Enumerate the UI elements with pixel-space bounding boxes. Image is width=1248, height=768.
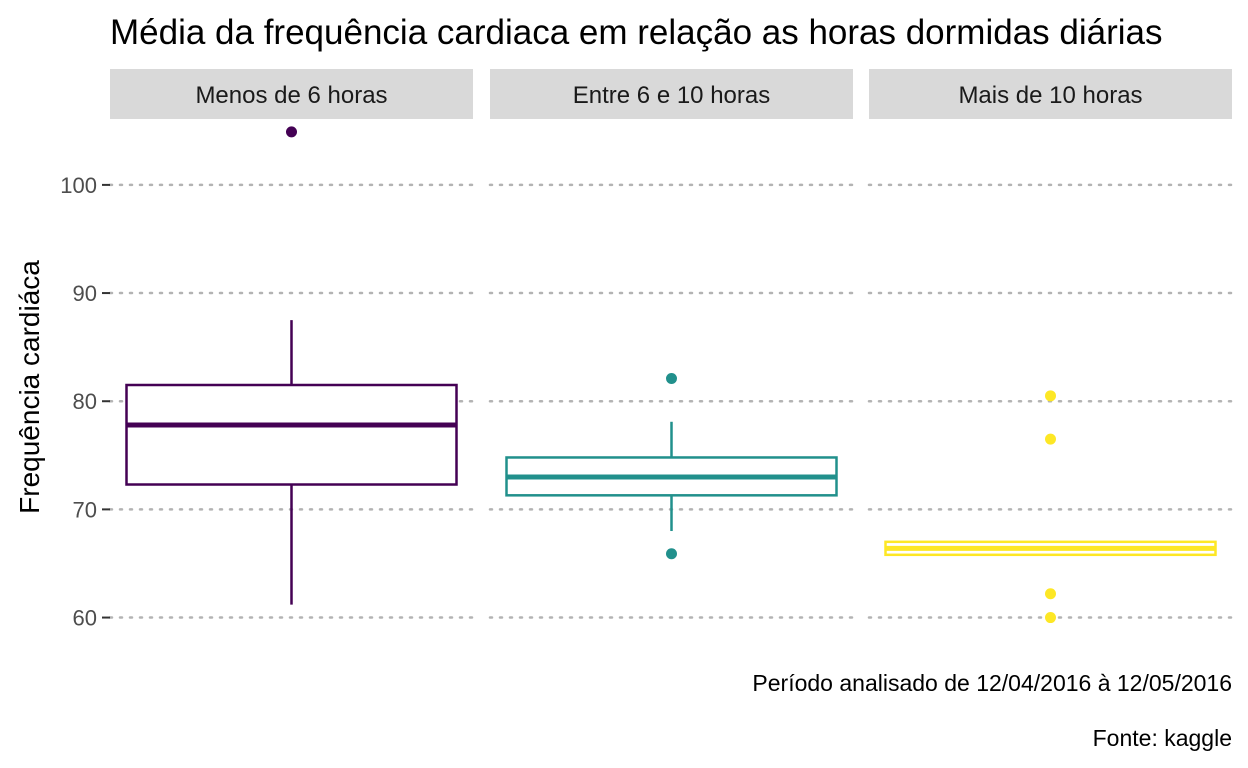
y-tick-label: 70 bbox=[73, 497, 97, 522]
chart-title: Média da frequência cardiaca em relação … bbox=[110, 13, 1163, 52]
facet-panel: Mais de 10 horas bbox=[869, 69, 1232, 623]
box bbox=[127, 385, 457, 485]
facet-strip-label: Entre 6 e 10 horas bbox=[573, 82, 770, 109]
y-tick-label: 100 bbox=[60, 173, 97, 198]
outlier-point bbox=[1045, 612, 1056, 623]
facet-strip-label: Menos de 6 horas bbox=[195, 82, 387, 109]
outlier-point bbox=[286, 126, 297, 137]
y-tick-label: 80 bbox=[73, 389, 97, 414]
caption-source: Fonte: kaggle bbox=[1093, 725, 1232, 751]
outlier-point bbox=[1045, 434, 1056, 445]
facet-panels: Menos de 6 horas Entre 6 e 10 horas Mais d… bbox=[110, 69, 1232, 623]
caption-period: Período analisado de 12/04/2016 à 12/05/… bbox=[752, 670, 1232, 696]
facet-strip-label: Mais de 10 horas bbox=[958, 82, 1142, 109]
outlier-point bbox=[666, 548, 677, 559]
outlier-point bbox=[1045, 390, 1056, 401]
outlier-point bbox=[666, 373, 677, 384]
y-tick-label: 60 bbox=[73, 606, 97, 631]
facet-panel: Entre 6 e 10 horas bbox=[490, 69, 853, 618]
facet-panel: Menos de 6 horas bbox=[110, 69, 473, 618]
outlier-point bbox=[1045, 588, 1056, 599]
y-tick-label: 90 bbox=[73, 281, 97, 306]
y-axis-title: Frequência cardiáca bbox=[14, 260, 45, 514]
y-axis: 60 70 80 90 100 bbox=[60, 173, 110, 631]
